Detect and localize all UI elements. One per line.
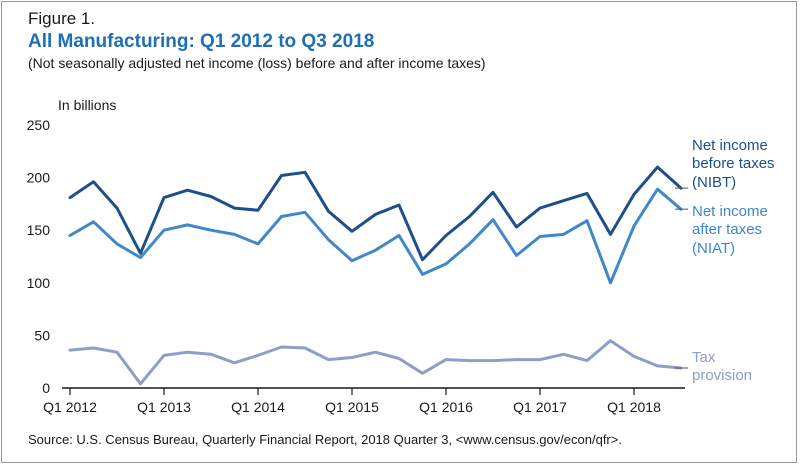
series-line-tax (68, 339, 683, 386)
x-tick-label: Q1 2016 (419, 399, 473, 415)
series-label-tax: Tax (692, 349, 716, 366)
figure-label: Figure 1. (28, 9, 96, 28)
y-tick-label: 200 (27, 170, 51, 186)
chart-subtitle: (Not seasonally adjusted net income (los… (28, 55, 486, 71)
x-tick-label: Q1 2017 (513, 399, 567, 415)
series-line-nibt (68, 165, 683, 262)
x-tick-label: Q1 2013 (137, 399, 191, 415)
y-tick-label: 0 (42, 380, 50, 396)
x-tick-label: Q1 2014 (231, 399, 285, 415)
y-tick-label: 250 (27, 117, 51, 133)
chart-title: All Manufacturing: Q1 2012 to Q3 2018 (28, 31, 375, 52)
series-label-tax: provision (692, 367, 752, 384)
x-tick-label: Q1 2018 (607, 399, 661, 415)
x-tick-label: Q1 2012 (43, 399, 97, 415)
series-group (68, 165, 683, 386)
series-label-niat: Net income (692, 203, 768, 220)
series-label-niat: (NIAT) (692, 240, 735, 257)
series-line-niat (68, 187, 683, 285)
series-label-nibt: (NIBT) (692, 174, 736, 191)
y-axis: 0 50 100 150 200 250 (27, 117, 51, 396)
y-tick-label: 100 (27, 275, 51, 291)
y-axis-unit-label: In billions (58, 97, 116, 113)
y-tick-label: 50 (34, 327, 50, 343)
series-label-nibt: before taxes (692, 155, 775, 172)
x-tick-label: Q1 2015 (325, 399, 379, 415)
source-note: Source: U.S. Census Bureau, Quarterly Fi… (28, 432, 622, 447)
series-label-nibt: Net income (692, 137, 768, 154)
series-label-niat: after taxes (692, 221, 762, 238)
x-axis: Q1 2012 Q1 2013 Q1 2014 Q1 2015 Q1 2016 Q1 20… (43, 388, 661, 415)
y-tick-label: 150 (27, 222, 51, 238)
